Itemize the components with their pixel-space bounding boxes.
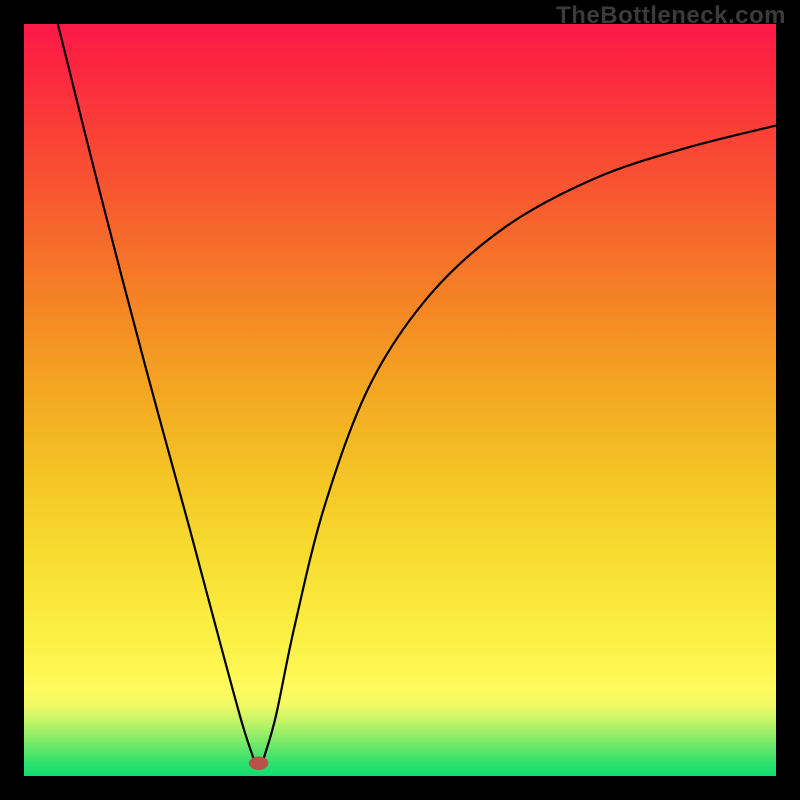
curve-right-branch bbox=[264, 126, 776, 758]
minimum-marker bbox=[249, 756, 269, 770]
plot-area bbox=[24, 24, 776, 776]
watermark-text: TheBottleneck.com bbox=[556, 2, 786, 30]
curve-left-branch bbox=[58, 24, 254, 758]
bottleneck-curve-svg bbox=[24, 24, 776, 776]
